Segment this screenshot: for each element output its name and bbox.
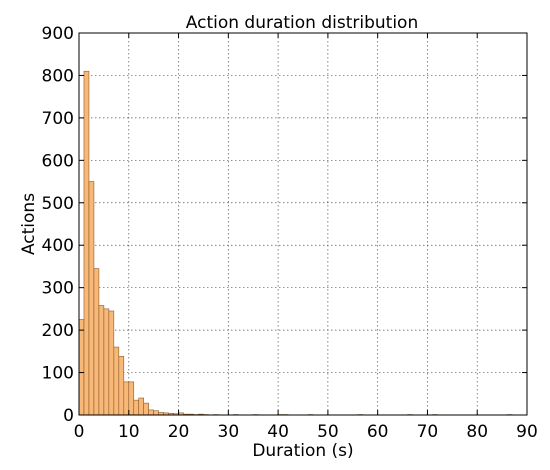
axis-ticks: 0 100 200 300 400 500 600 700 800 900 0 10 20 30 40 50 6…: [42, 24, 538, 442]
x-tick-label: 0: [74, 422, 85, 442]
y-tick-label: 900: [42, 24, 74, 44]
y-tick-label: 500: [42, 194, 74, 214]
y-tick-label: 100: [42, 364, 74, 384]
histogram-bar: [98, 305, 105, 416]
y-tick-label: 400: [42, 236, 74, 256]
histogram-bar: [133, 399, 140, 416]
y-tick-label: 200: [42, 321, 74, 341]
y-tick-label: 800: [42, 66, 74, 86]
y-tick-label: 600: [42, 151, 74, 171]
y-axis-title: Actions: [19, 193, 39, 255]
x-tick-label: 80: [466, 422, 488, 442]
y-tick-label: 300: [42, 279, 74, 299]
histogram-bar: [108, 310, 115, 416]
chart-title: Action duration distribution: [186, 13, 418, 33]
histogram-bar: [88, 181, 95, 416]
x-tick-label: 70: [417, 422, 439, 442]
histogram-bar: [83, 70, 90, 416]
histogram-bar: [128, 381, 135, 416]
y-tick-label: 0: [63, 406, 74, 426]
plot-frame: [78, 32, 528, 416]
bars: [78, 70, 513, 416]
x-tick-label: 40: [267, 422, 289, 442]
histogram-bar: [143, 402, 149, 416]
histogram-bar: [118, 356, 125, 416]
x-tick-label: 20: [168, 422, 190, 442]
histogram-bar: [138, 397, 145, 416]
histogram-bar: [148, 409, 154, 416]
x-tick-label: 10: [118, 422, 140, 442]
y-tick-label: 700: [42, 109, 74, 129]
histogram-bar: [123, 381, 130, 416]
histogram-bar: [78, 319, 85, 416]
grid: [79, 33, 527, 415]
x-tick-label: 90: [516, 422, 538, 442]
histogram-bar: [153, 410, 159, 416]
x-axis-title: Duration (s): [252, 441, 353, 461]
x-tick-label: 30: [218, 422, 240, 442]
histogram-bar: [113, 346, 120, 416]
x-tick-label: 50: [317, 422, 339, 442]
x-tick-label: 60: [367, 422, 389, 442]
histogram-bar: [93, 268, 100, 416]
histogram-bar: [103, 308, 110, 416]
